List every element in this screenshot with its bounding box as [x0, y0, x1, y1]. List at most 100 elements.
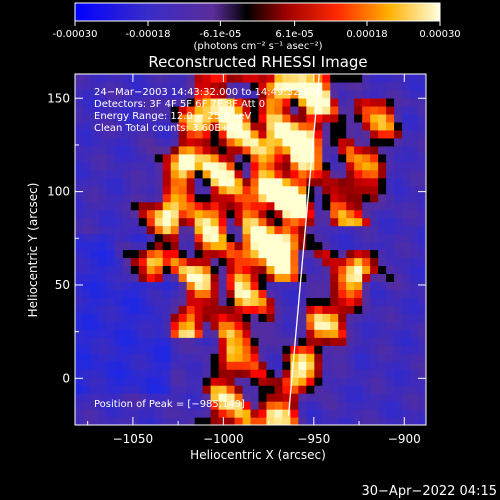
heatmap-cell	[290, 401, 299, 410]
heatmap-cell	[210, 201, 220, 211]
heatmap-cell	[146, 105, 156, 115]
heatmap-cell	[154, 105, 164, 115]
heatmap-cell	[338, 273, 347, 283]
heatmap-cell	[306, 305, 315, 314]
heatmap-cell	[170, 137, 180, 147]
heatmap-cell	[410, 209, 419, 219]
heatmap-cell	[314, 409, 323, 418]
heatmap-cell	[106, 257, 116, 267]
heatmap-cell	[194, 225, 204, 235]
heatmap-cell	[322, 281, 331, 290]
heatmap-cell	[162, 361, 172, 370]
y-tick-label: 100	[47, 185, 70, 199]
heatmap-cell	[146, 217, 156, 227]
heatmap-cell	[290, 121, 299, 131]
heatmap-cell	[218, 337, 228, 346]
heatmap-cell	[138, 369, 148, 378]
heatmap-cell	[170, 153, 180, 163]
heatmap-cell	[162, 113, 172, 123]
heatmap-cell	[402, 201, 411, 211]
heatmap-cell	[362, 377, 371, 386]
heatmap-cell	[290, 193, 299, 203]
heatmap-cell	[146, 281, 156, 290]
heatmap-cell	[114, 305, 124, 314]
heatmap-cell	[202, 273, 212, 283]
heatmap-cell	[378, 145, 387, 155]
heatmap-cell	[370, 145, 379, 155]
heatmap-cell	[146, 193, 156, 203]
heatmap-cell	[242, 385, 252, 394]
heatmap-cell	[346, 129, 355, 139]
heatmap-cell	[98, 377, 108, 386]
heatmap-cell	[250, 81, 260, 91]
heatmap-cell	[386, 289, 395, 298]
heatmap-cell	[330, 385, 339, 394]
heatmap-cell	[75, 137, 84, 147]
heatmap-cell	[178, 345, 188, 354]
heatmap-cell	[210, 377, 220, 386]
heatmap-cell	[122, 321, 132, 330]
heatmap-cell	[402, 185, 411, 195]
heatmap-cell	[146, 353, 156, 362]
heatmap-cell	[178, 273, 188, 283]
heatmap-cell	[186, 257, 196, 267]
heatmap-cell	[250, 369, 260, 378]
heatmap-cell	[186, 217, 196, 227]
heatmap-cell	[106, 417, 116, 425]
heatmap-cell	[258, 153, 268, 163]
heatmap-cell	[162, 145, 172, 155]
heatmap-cell	[258, 241, 268, 251]
heatmap-cell	[210, 329, 220, 338]
heatmap-cell	[378, 153, 387, 163]
heatmap-cell	[290, 161, 299, 171]
heatmap-cell	[170, 74, 180, 83]
heatmap-cell	[146, 89, 156, 99]
heatmap-cell	[330, 177, 339, 187]
heatmap-cell	[346, 289, 355, 298]
heatmap-cell	[370, 393, 379, 402]
heatmap-cell	[202, 225, 212, 235]
heatmap-cell	[274, 329, 284, 338]
heatmap-cell	[75, 89, 84, 99]
heatmap-cell	[338, 377, 347, 386]
heatmap-cell	[210, 177, 220, 187]
heatmap-cell	[410, 377, 419, 386]
heatmap-cell	[306, 209, 315, 219]
heatmap-cell	[138, 74, 148, 83]
heatmap-cell	[98, 193, 108, 203]
heatmap-cell	[338, 265, 347, 275]
heatmap-cell	[202, 329, 212, 338]
heatmap-cell	[162, 337, 172, 346]
heatmap-cell	[194, 401, 204, 410]
heatmap-cell	[322, 74, 331, 83]
heatmap-cell	[130, 177, 140, 187]
heatmap-cell	[170, 289, 180, 298]
heatmap-cell	[210, 161, 220, 171]
heatmap-cell	[266, 369, 276, 378]
heatmap-cell	[354, 193, 363, 203]
heatmap-cell	[130, 393, 140, 402]
heatmap-cell	[330, 249, 339, 259]
heatmap-cell	[202, 257, 212, 267]
heatmap-cell	[194, 145, 204, 155]
heatmap-cell	[354, 329, 363, 338]
heatmap-cell	[234, 249, 244, 259]
colorbar-tick-label: 0.00018	[346, 29, 387, 40]
heatmap-cell	[242, 225, 252, 235]
heatmap-cell	[266, 297, 276, 306]
heatmap-cell	[258, 337, 268, 346]
heatmap-cell	[370, 297, 379, 306]
heatmap-cell	[186, 161, 196, 171]
heatmap-cell	[418, 105, 426, 115]
heatmap-cell	[354, 297, 363, 306]
heatmap-cell	[354, 249, 363, 259]
heatmap-cell	[346, 161, 355, 171]
heatmap-cell	[250, 177, 260, 187]
heatmap-cell	[170, 145, 180, 155]
heatmap-cell	[178, 193, 188, 203]
heatmap-cell	[394, 81, 403, 91]
heatmap-cell	[154, 137, 164, 147]
heatmap-cell	[122, 89, 132, 99]
heatmap-cell	[370, 74, 379, 83]
heatmap-cell	[354, 145, 363, 155]
